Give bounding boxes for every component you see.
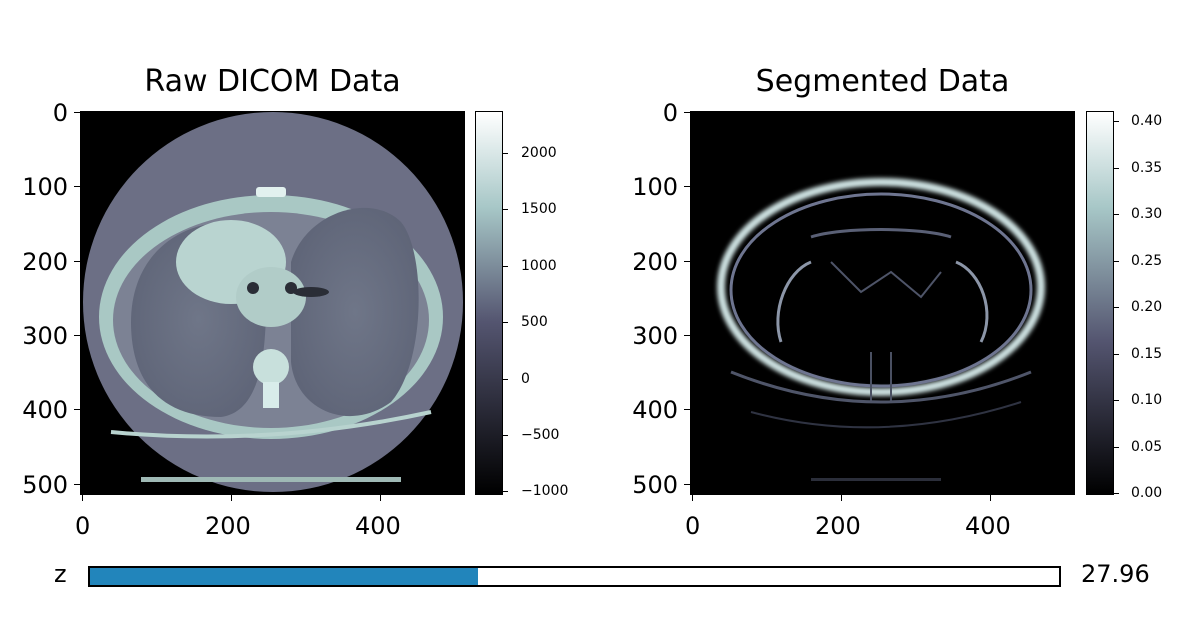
z-slider-fill[interactable] [90,568,478,585]
y-tick-mark [684,186,690,187]
cbar-tick-label: 0.00 [1131,485,1163,501]
x-tick-mark [380,495,381,501]
cbar-tick-label: 0.20 [1131,299,1163,315]
cbar-tick-label: 0.30 [1131,206,1163,222]
y-tick-mark [684,261,690,262]
cbar-tick-mark [503,266,508,267]
y-tick-mark [74,484,80,485]
cbar-tick-mark [1114,121,1119,122]
x-tick-mark [82,495,83,501]
y-tick-label: 400 [632,396,678,424]
y-tick-label: 500 [22,471,68,499]
raw-colorbar [475,111,503,495]
cbar-tick-mark [1114,214,1119,215]
segmented-colorbar [1086,111,1114,495]
cbar-tick-mark [503,435,508,436]
cbar-tick-mark [1114,354,1119,355]
x-tick-label: 400 [355,512,401,540]
y-tick-label: 0 [662,99,678,127]
raw-dicom-image[interactable] [80,111,465,495]
y-tick-mark [74,261,80,262]
z-slider-value: 27.96 [1081,560,1150,588]
y-tick-mark [684,484,690,485]
y-tick-label: 300 [632,322,678,350]
x-tick-mark [692,495,693,501]
cbar-tick-label: 0.35 [1131,160,1163,176]
cbar-tick-label: 0.40 [1131,113,1163,129]
cbar-tick-mark [503,322,508,323]
y-tick-label: 100 [22,173,68,201]
y-tick-mark [74,335,80,336]
cbar-tick-label: 2000 [521,145,557,161]
y-tick-mark [684,409,690,410]
segmented-image[interactable] [690,111,1075,495]
x-tick-mark [231,495,232,501]
cbar-tick-mark [1114,400,1119,401]
y-tick-label: 500 [632,471,678,499]
x-tick-label: 0 [685,512,701,540]
y-tick-label: 400 [22,396,68,424]
cbar-tick-mark [1114,168,1119,169]
cbar-tick-mark [503,379,508,380]
x-tick-label: 400 [965,512,1011,540]
cbar-tick-mark [1114,261,1119,262]
y-tick-label: 200 [22,248,68,276]
x-tick-mark [841,495,842,501]
z-slider[interactable] [88,566,1061,587]
segmented-panel-title: Segmented Data [755,64,1010,99]
cbar-tick-mark [1114,307,1119,308]
cbar-tick-label: −500 [521,427,560,443]
cbar-tick-label: 0 [521,371,530,387]
cbar-tick-label: 0.15 [1131,346,1163,362]
cbar-tick-label: 0.05 [1131,439,1163,455]
cbar-tick-mark [503,209,508,210]
cbar-tick-mark [503,491,508,492]
y-tick-mark [74,409,80,410]
x-tick-label: 200 [815,512,861,540]
cbar-tick-label: 0.25 [1131,253,1163,269]
y-tick-label: 300 [22,322,68,350]
x-tick-label: 200 [205,512,251,540]
raw-panel-title: Raw DICOM Data [144,64,401,99]
y-tick-mark [684,335,690,336]
cbar-tick-label: 1500 [521,201,557,217]
z-slider-label: z [54,560,67,588]
cbar-tick-label: 0.10 [1131,392,1163,408]
y-tick-label: 200 [632,248,678,276]
y-tick-mark [74,186,80,187]
y-tick-mark [74,112,80,113]
cbar-tick-label: 1000 [521,258,557,274]
y-tick-mark [684,112,690,113]
cbar-tick-mark [1114,493,1119,494]
cbar-tick-label: 500 [521,314,548,330]
cbar-tick-label: −1000 [521,483,569,499]
y-tick-label: 100 [632,173,678,201]
y-tick-label: 0 [52,99,68,127]
cbar-tick-mark [1114,447,1119,448]
cbar-tick-mark [503,153,508,154]
x-tick-label: 0 [75,512,91,540]
x-tick-mark [990,495,991,501]
